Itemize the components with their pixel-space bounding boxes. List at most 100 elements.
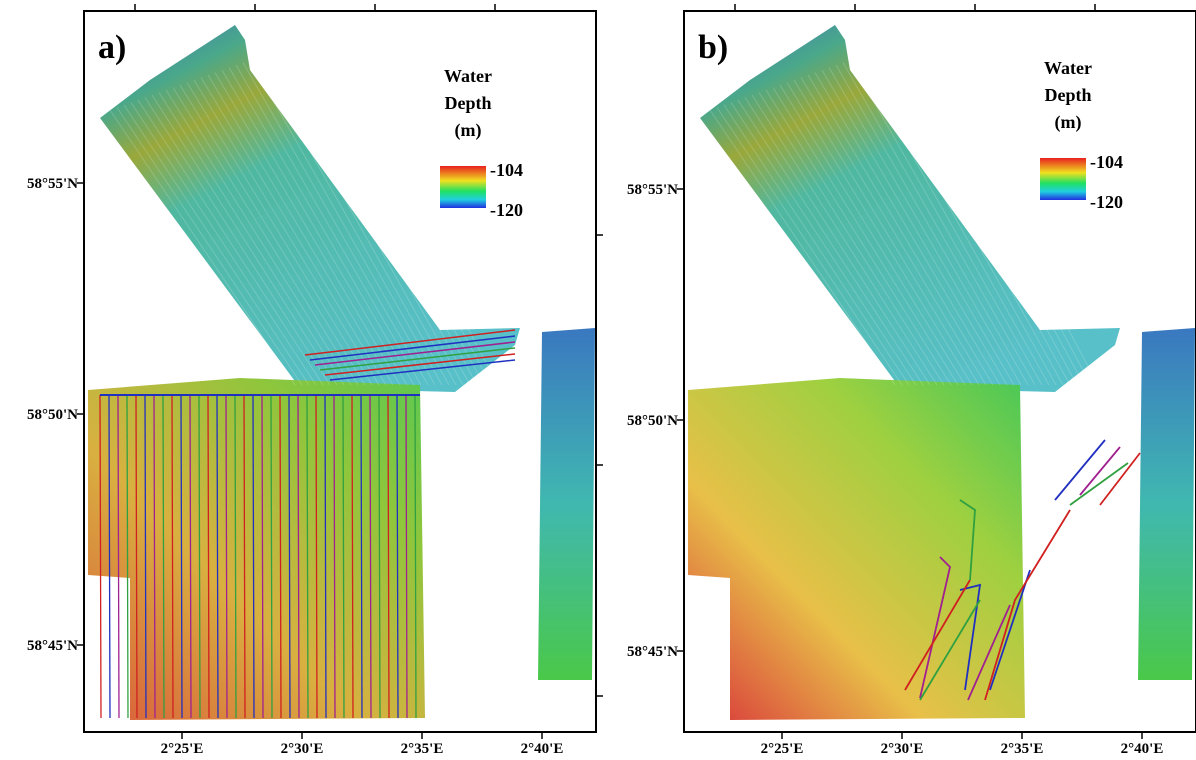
swath-line (158, 92, 345, 386)
legend-title: Depth (444, 93, 491, 113)
swath-line (172, 87, 359, 386)
track-line (198, 394, 201, 719)
legend-title: Water (1044, 58, 1092, 78)
track-line (126, 394, 129, 719)
survey-south (688, 378, 1025, 720)
track-line (959, 583, 982, 691)
swath-line (165, 89, 352, 386)
swath-line (828, 67, 1015, 386)
survey-south (88, 378, 425, 720)
track-line (1054, 439, 1106, 501)
swath-line (214, 72, 401, 386)
lat-label: 58°50'N (627, 413, 678, 429)
swath-line (800, 77, 987, 386)
track-line (959, 499, 976, 581)
swath-line (898, 42, 1085, 386)
swath-line (144, 97, 331, 386)
track-line (135, 394, 138, 719)
swath-line (116, 107, 303, 386)
swath-line (137, 99, 324, 386)
track-line (252, 394, 255, 719)
swath-line (793, 79, 980, 386)
swath-line (751, 94, 938, 386)
lat-label: 58°55'N (27, 176, 78, 192)
track-line (162, 394, 165, 719)
swath-line (312, 37, 499, 386)
lon-label: 2°25'E (761, 741, 804, 757)
legend-title: (m) (1055, 112, 1082, 133)
track-line (315, 394, 318, 719)
track-line (405, 394, 408, 719)
track-line (351, 394, 354, 719)
lat-label: 58°45'N (27, 638, 78, 654)
swath-line (807, 74, 994, 386)
legend-title: (m) (455, 120, 482, 141)
track-line (309, 335, 516, 361)
survey-nw (700, 25, 1120, 392)
lon-label: 2°40'E (521, 741, 564, 757)
swath-line (849, 59, 1036, 386)
swath-line (786, 82, 973, 386)
lat-label: 58°50'N (27, 407, 78, 423)
map-frame (683, 10, 1196, 733)
swath-line (821, 69, 1008, 386)
survey-strip (1138, 328, 1195, 680)
track-line (360, 394, 363, 719)
legend-max: -104 (1090, 152, 1123, 172)
swath-line (109, 109, 296, 386)
color-bar (1040, 158, 1086, 200)
swath-line (305, 39, 492, 386)
legend-min: -120 (1090, 192, 1123, 212)
track-line (1069, 462, 1129, 506)
track-line (342, 394, 345, 719)
swath-line (298, 42, 485, 386)
legend-min: -120 (490, 200, 523, 220)
track-line (1079, 446, 1121, 496)
swath-line (772, 87, 959, 386)
track-line (99, 394, 102, 719)
track-line (989, 569, 1031, 691)
swath-line (151, 94, 338, 386)
track-line (117, 394, 120, 719)
track-line (279, 394, 282, 719)
swath-line (737, 99, 924, 386)
track-line (261, 394, 264, 719)
swath-line (291, 44, 478, 386)
color-bar (440, 166, 486, 208)
swath-line (905, 39, 1092, 386)
swath-line (765, 89, 952, 386)
track-line (324, 394, 327, 719)
map-panel: 58°55'N 58°50'N 58°45'N 2°25'E 2°30'E 2°35'E 2… (27, 4, 603, 757)
swath-line (744, 97, 931, 386)
track-line (270, 394, 273, 719)
swath-line (779, 84, 966, 386)
swath-line (709, 109, 896, 386)
track-line (225, 394, 228, 719)
swath-line (242, 62, 429, 386)
track-line (919, 556, 951, 699)
track-line (189, 394, 192, 719)
track-line (984, 509, 1071, 701)
lon-label: 2°40'E (1121, 741, 1164, 757)
swath-line (186, 82, 373, 386)
track-line (319, 347, 516, 371)
track-line (144, 394, 147, 719)
swath-line (814, 72, 1001, 386)
track-line (297, 394, 300, 719)
lat-label: 58°55'N (627, 182, 678, 198)
track-line (304, 329, 516, 356)
survey-nw (100, 25, 520, 392)
swath-line (856, 57, 1043, 386)
lon-label: 2°35'E (401, 741, 444, 757)
panel-label: b) (698, 29, 728, 66)
track-line (306, 394, 309, 719)
swath-line (723, 104, 910, 386)
swath-line (863, 54, 1050, 386)
lon-label: 2°35'E (1001, 741, 1044, 757)
lat-label: 58°45'N (627, 644, 678, 660)
track-line (329, 359, 516, 381)
swath-line (284, 47, 471, 386)
swath-line (835, 64, 1022, 386)
track-line (414, 394, 417, 719)
